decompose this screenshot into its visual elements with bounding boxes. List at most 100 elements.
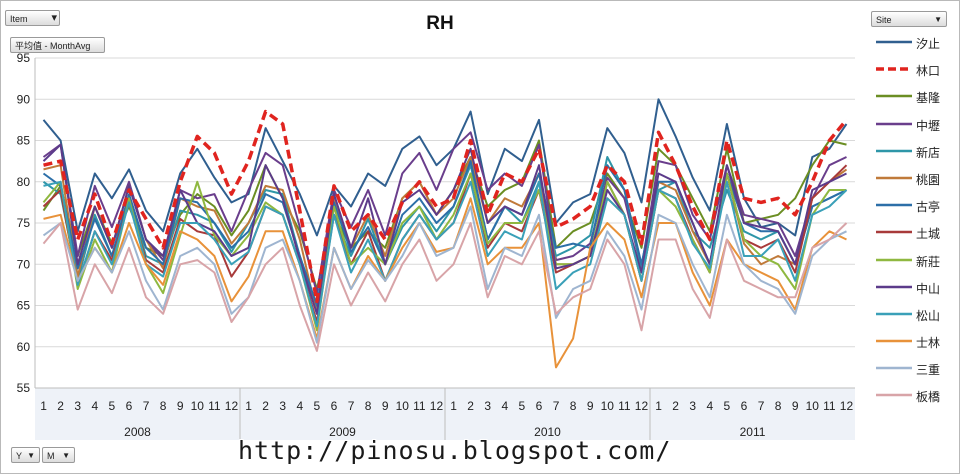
series-line — [42, 222, 848, 352]
x-tick-label: 7 — [758, 399, 765, 413]
x-tick-label: 4 — [91, 399, 98, 413]
legend-swatch — [876, 122, 912, 125]
y-tick-label: 95 — [17, 51, 31, 65]
x-tick-label: 2 — [262, 399, 269, 413]
x-tick-label: 9 — [792, 399, 799, 413]
x-tick-label: 6 — [536, 399, 543, 413]
y-tick-label: 60 — [17, 340, 31, 354]
legend-item: 桃園 — [866, 168, 954, 195]
series-line — [42, 98, 848, 237]
legend-swatch — [876, 40, 912, 44]
chevron-down-icon: ▼ — [27, 451, 35, 460]
x-tick-label: 11 — [618, 399, 631, 413]
x-tick-label: 3 — [279, 399, 286, 413]
legend-label: 新店 — [916, 145, 941, 160]
legend-swatch — [876, 149, 912, 152]
legend: 汐止林口基隆中壢新店桃園古亭土城新莊中山松山士林三重板橋 — [866, 32, 954, 413]
month-filter-label: M — [47, 451, 55, 461]
x-tick-label: 5 — [109, 399, 116, 413]
x-tick-label: 8 — [365, 399, 372, 413]
legend-item: 土城 — [866, 222, 954, 249]
x-tick-label: 10 — [806, 399, 820, 413]
y-tick-label: 90 — [17, 92, 31, 106]
y-tick-label: 65 — [17, 299, 31, 313]
x-tick-label: 8 — [160, 399, 167, 413]
legend-label: 土城 — [916, 227, 941, 242]
x-tick-label: 9 — [382, 399, 389, 413]
y-tick-label: 70 — [17, 257, 31, 271]
filter-icon: ▾ — [51, 12, 57, 24]
year-filter-button[interactable]: Y ▼ — [11, 447, 40, 463]
x-tick-label: 7 — [143, 399, 150, 413]
x-tick-label: 4 — [296, 399, 303, 413]
x-tick-label: 2 — [57, 399, 64, 413]
x-tick-label: 1 — [655, 399, 662, 413]
legend-label: 士林 — [916, 336, 941, 351]
legend-label: 三重 — [916, 363, 941, 378]
legend-swatch — [876, 367, 912, 370]
legend-item: 板橋 — [866, 385, 954, 412]
x-tick-label: 12 — [430, 399, 444, 413]
legend-label: 中山 — [916, 281, 941, 296]
legend-item: 中壢 — [866, 114, 954, 141]
x-tick-label: 4 — [706, 399, 713, 413]
item-filter-button[interactable]: Item ▾ — [5, 10, 60, 26]
x-tick-label: 7 — [348, 399, 355, 413]
legend-item: 古亭 — [866, 195, 954, 222]
x-tick-label: 4 — [501, 399, 508, 413]
legend-swatch — [876, 394, 912, 397]
year-label: 2011 — [740, 425, 766, 439]
legend-item: 松山 — [866, 304, 954, 331]
year-label: 2008 — [124, 425, 151, 439]
x-tick-label: 6 — [741, 399, 748, 413]
legend-label: 古亭 — [916, 200, 941, 215]
series-line — [43, 109, 848, 304]
legend-label: 汐止 — [916, 37, 941, 51]
legend-label: 中壢 — [916, 118, 941, 133]
legend-item: 士林 — [866, 331, 954, 358]
site-filter-label: Site — [876, 15, 892, 25]
series-line — [42, 205, 847, 344]
x-tick-label: 5 — [314, 399, 321, 413]
x-tick-label: 2 — [467, 399, 474, 413]
legend-label: 松山 — [916, 308, 941, 323]
legend-item: 汐止 — [866, 32, 954, 59]
x-tick-label: 3 — [74, 399, 81, 413]
x-tick-label: 9 — [177, 399, 184, 413]
legend-label: 桃園 — [916, 172, 941, 187]
legend-swatch — [876, 203, 912, 207]
legend-item: 新店 — [866, 141, 954, 168]
x-tick-label: 5 — [519, 399, 526, 413]
x-tick-label: 12 — [840, 399, 854, 413]
chevron-down-icon: ▼ — [934, 15, 942, 24]
x-tick-label: 12 — [635, 399, 649, 413]
legend-item: 三重 — [866, 358, 954, 385]
chart-title: RH — [426, 13, 453, 34]
x-tick-label: 1 — [40, 399, 47, 413]
monthavg-field-button[interactable]: 平均值 - MonthAvg — [10, 37, 105, 53]
site-filter-button[interactable]: Site ▼ — [871, 11, 947, 27]
x-tick-label: 10 — [601, 399, 615, 413]
x-tick-label: 11 — [823, 399, 836, 413]
year-filter-label: Y — [16, 451, 23, 461]
y-tick-label: 80 — [17, 175, 31, 189]
x-tick-label: 10 — [191, 399, 205, 413]
item-filter-label: Item — [10, 14, 28, 24]
legend-swatch — [876, 95, 912, 98]
month-filter-button[interactable]: M ▼ — [42, 447, 75, 463]
series-line — [42, 156, 847, 311]
x-tick-label: 9 — [587, 399, 594, 413]
x-tick-label: 2 — [672, 399, 679, 413]
legend-item: 基隆 — [866, 86, 954, 113]
x-tick-label: 3 — [689, 399, 696, 413]
x-tick-label: 6 — [126, 399, 133, 413]
legend-label: 基隆 — [916, 91, 941, 106]
series-line — [43, 180, 848, 328]
legend-item: 中山 — [866, 277, 954, 304]
legend-item: 林口 — [866, 59, 954, 86]
year-label: 2009 — [329, 425, 356, 439]
legend-label: 新莊 — [916, 254, 941, 269]
chevron-down-icon: ▼ — [62, 451, 70, 460]
x-tick-label: 7 — [553, 399, 560, 413]
series-line — [43, 197, 847, 369]
